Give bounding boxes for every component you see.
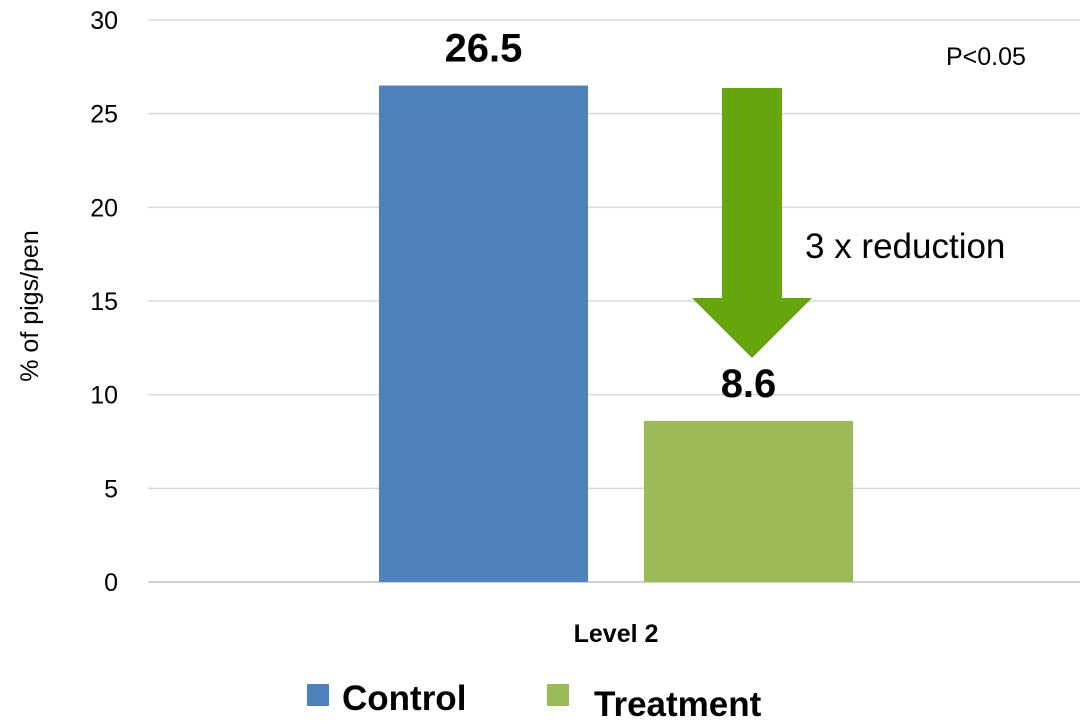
bar-treatment [644,420,853,582]
down-arrow-icon [692,88,812,358]
y-tick-label: 0 [104,569,118,597]
y-tick-label: 30 [90,7,118,35]
p-value-annotation: P<0.05 [946,43,1026,71]
x-category-label: Level 2 [574,620,659,648]
y-tick-label: 20 [90,194,118,222]
data-labels: 26.5 8.6 [445,27,777,406]
legend: Control Treatment [307,679,762,722]
data-label-control: 26.5 [445,27,523,71]
y-axis-label: % of pigs/pen [16,230,44,382]
y-tick-label: 25 [90,101,118,129]
legend-swatch-treatment [547,684,569,706]
gridlines [148,19,1080,583]
bars [379,85,853,583]
bar-control [379,85,588,583]
y-tick-label: 10 [90,382,118,410]
y-tick-label: 5 [104,475,118,503]
reduction-arrow-group [692,88,812,358]
legend-swatch-control [307,684,329,706]
y-axis-ticks: 0 5 10 15 20 25 30 [90,7,118,597]
y-tick-label: 15 [90,288,118,316]
data-label-treatment: 8.6 [721,362,777,406]
legend-label-treatment: Treatment [594,685,762,722]
legend-label-control: Control [342,679,466,718]
reduction-annotation: 3 x reduction [805,227,1005,266]
